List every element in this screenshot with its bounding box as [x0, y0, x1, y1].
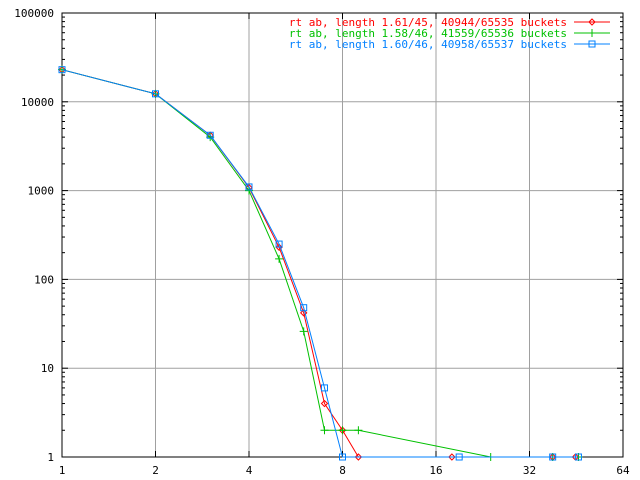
data-point [299, 327, 308, 336]
data-point [338, 426, 347, 435]
data-point [320, 426, 329, 435]
data-point [275, 240, 283, 248]
legend-label: rt ab, length 1.61/45, 40944/65535 bucke… [289, 16, 567, 29]
data-point [300, 304, 308, 312]
data-point [152, 90, 159, 98]
series-line [61, 69, 579, 458]
y-tick-label: 100000 [14, 7, 54, 20]
y-tick-label: 1000 [28, 185, 55, 198]
series-2 [58, 65, 583, 461]
data-point [339, 453, 346, 461]
x-tick-label: 2 [152, 464, 159, 477]
data-point [206, 131, 214, 139]
data-point [455, 453, 463, 461]
data-point [58, 66, 66, 74]
x-tick-label: 4 [246, 464, 253, 477]
x-tick-label: 64 [616, 464, 630, 477]
x-tick-label: 16 [429, 464, 442, 477]
data-point [275, 254, 284, 263]
legend-marker [588, 40, 596, 48]
data-point [320, 399, 329, 408]
legend-label: rt ab, length 1.60/46, 40958/65537 bucke… [289, 38, 567, 51]
series-3 [58, 66, 582, 461]
data-point [245, 183, 253, 191]
data-point [574, 453, 582, 461]
series-line [61, 69, 576, 458]
y-tick-label: 1 [47, 451, 54, 464]
legend-marker [588, 29, 596, 37]
legend: rt ab, length 1.61/45, 40944/65535 bucke… [289, 16, 610, 51]
data-point [549, 453, 557, 461]
series-line [61, 69, 579, 458]
legend-label: rt ab, length 1.58/46, 41559/65536 bucke… [289, 27, 567, 40]
grid [62, 13, 623, 457]
y-tick-label: 10000 [21, 96, 54, 109]
x-tick-label: 32 [523, 464, 536, 477]
axes: 1 2 4 8 16 32 64 1 10 100 1000 10000 100000 [14, 7, 630, 477]
legend-marker [588, 18, 596, 26]
data-point [320, 384, 328, 392]
y-tick-label: 10 [41, 362, 54, 375]
x-tick-label: 1 [59, 464, 66, 477]
y-tick-label: 100 [34, 273, 54, 286]
series-group [58, 65, 583, 461]
x-tick-label: 8 [339, 464, 346, 477]
data-point [354, 426, 363, 435]
